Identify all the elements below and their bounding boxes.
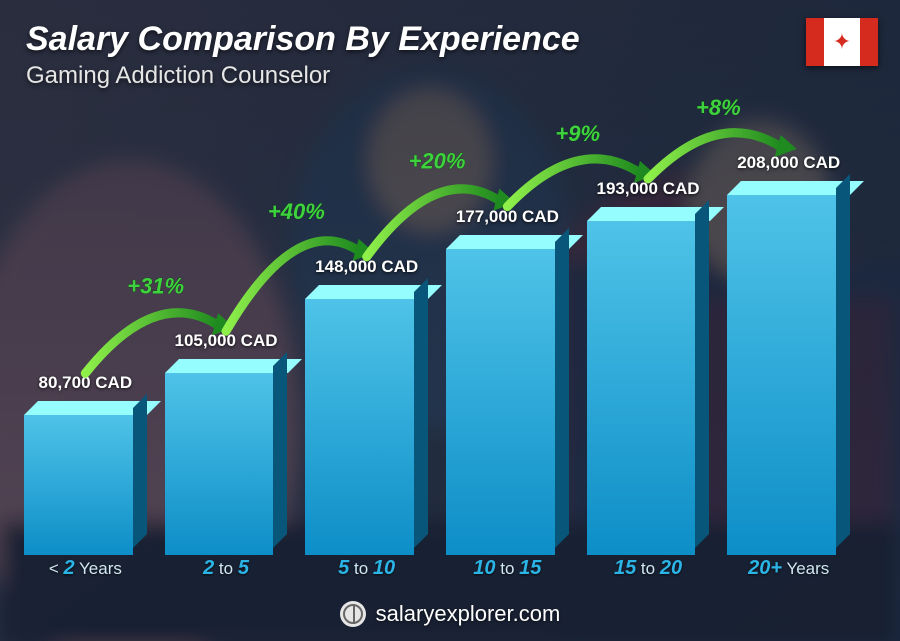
footer: salaryexplorer.com	[0, 601, 900, 627]
svg-text:+20%: +20%	[409, 149, 466, 174]
chart-title: Salary Comparison By Experience	[26, 20, 580, 59]
footer-text: salaryexplorer.com	[376, 601, 561, 627]
growth-arrows-layer: +31% +40% +20% +9% +8%	[24, 85, 850, 585]
svg-text:+31%: +31%	[127, 273, 184, 298]
growth-arrow-1: +31%	[85, 273, 234, 373]
globe-icon	[340, 601, 366, 627]
growth-arrow-5: +8%	[648, 95, 797, 179]
infographic-root: ✦ Salary Comparison By Experience Gaming…	[0, 0, 900, 641]
svg-text:+8%: +8%	[696, 95, 741, 120]
growth-arrow-2: +40%	[226, 199, 375, 331]
bar-chart: 80,700 CAD 105,000 CAD 148,000 CAD 177,0…	[24, 85, 850, 585]
growth-arrow-3: +20%	[367, 149, 516, 257]
svg-text:+40%: +40%	[268, 199, 325, 224]
growth-arrow-4: +9%	[507, 121, 656, 207]
country-flag-canada: ✦	[806, 18, 878, 66]
svg-text:+9%: +9%	[555, 121, 600, 146]
